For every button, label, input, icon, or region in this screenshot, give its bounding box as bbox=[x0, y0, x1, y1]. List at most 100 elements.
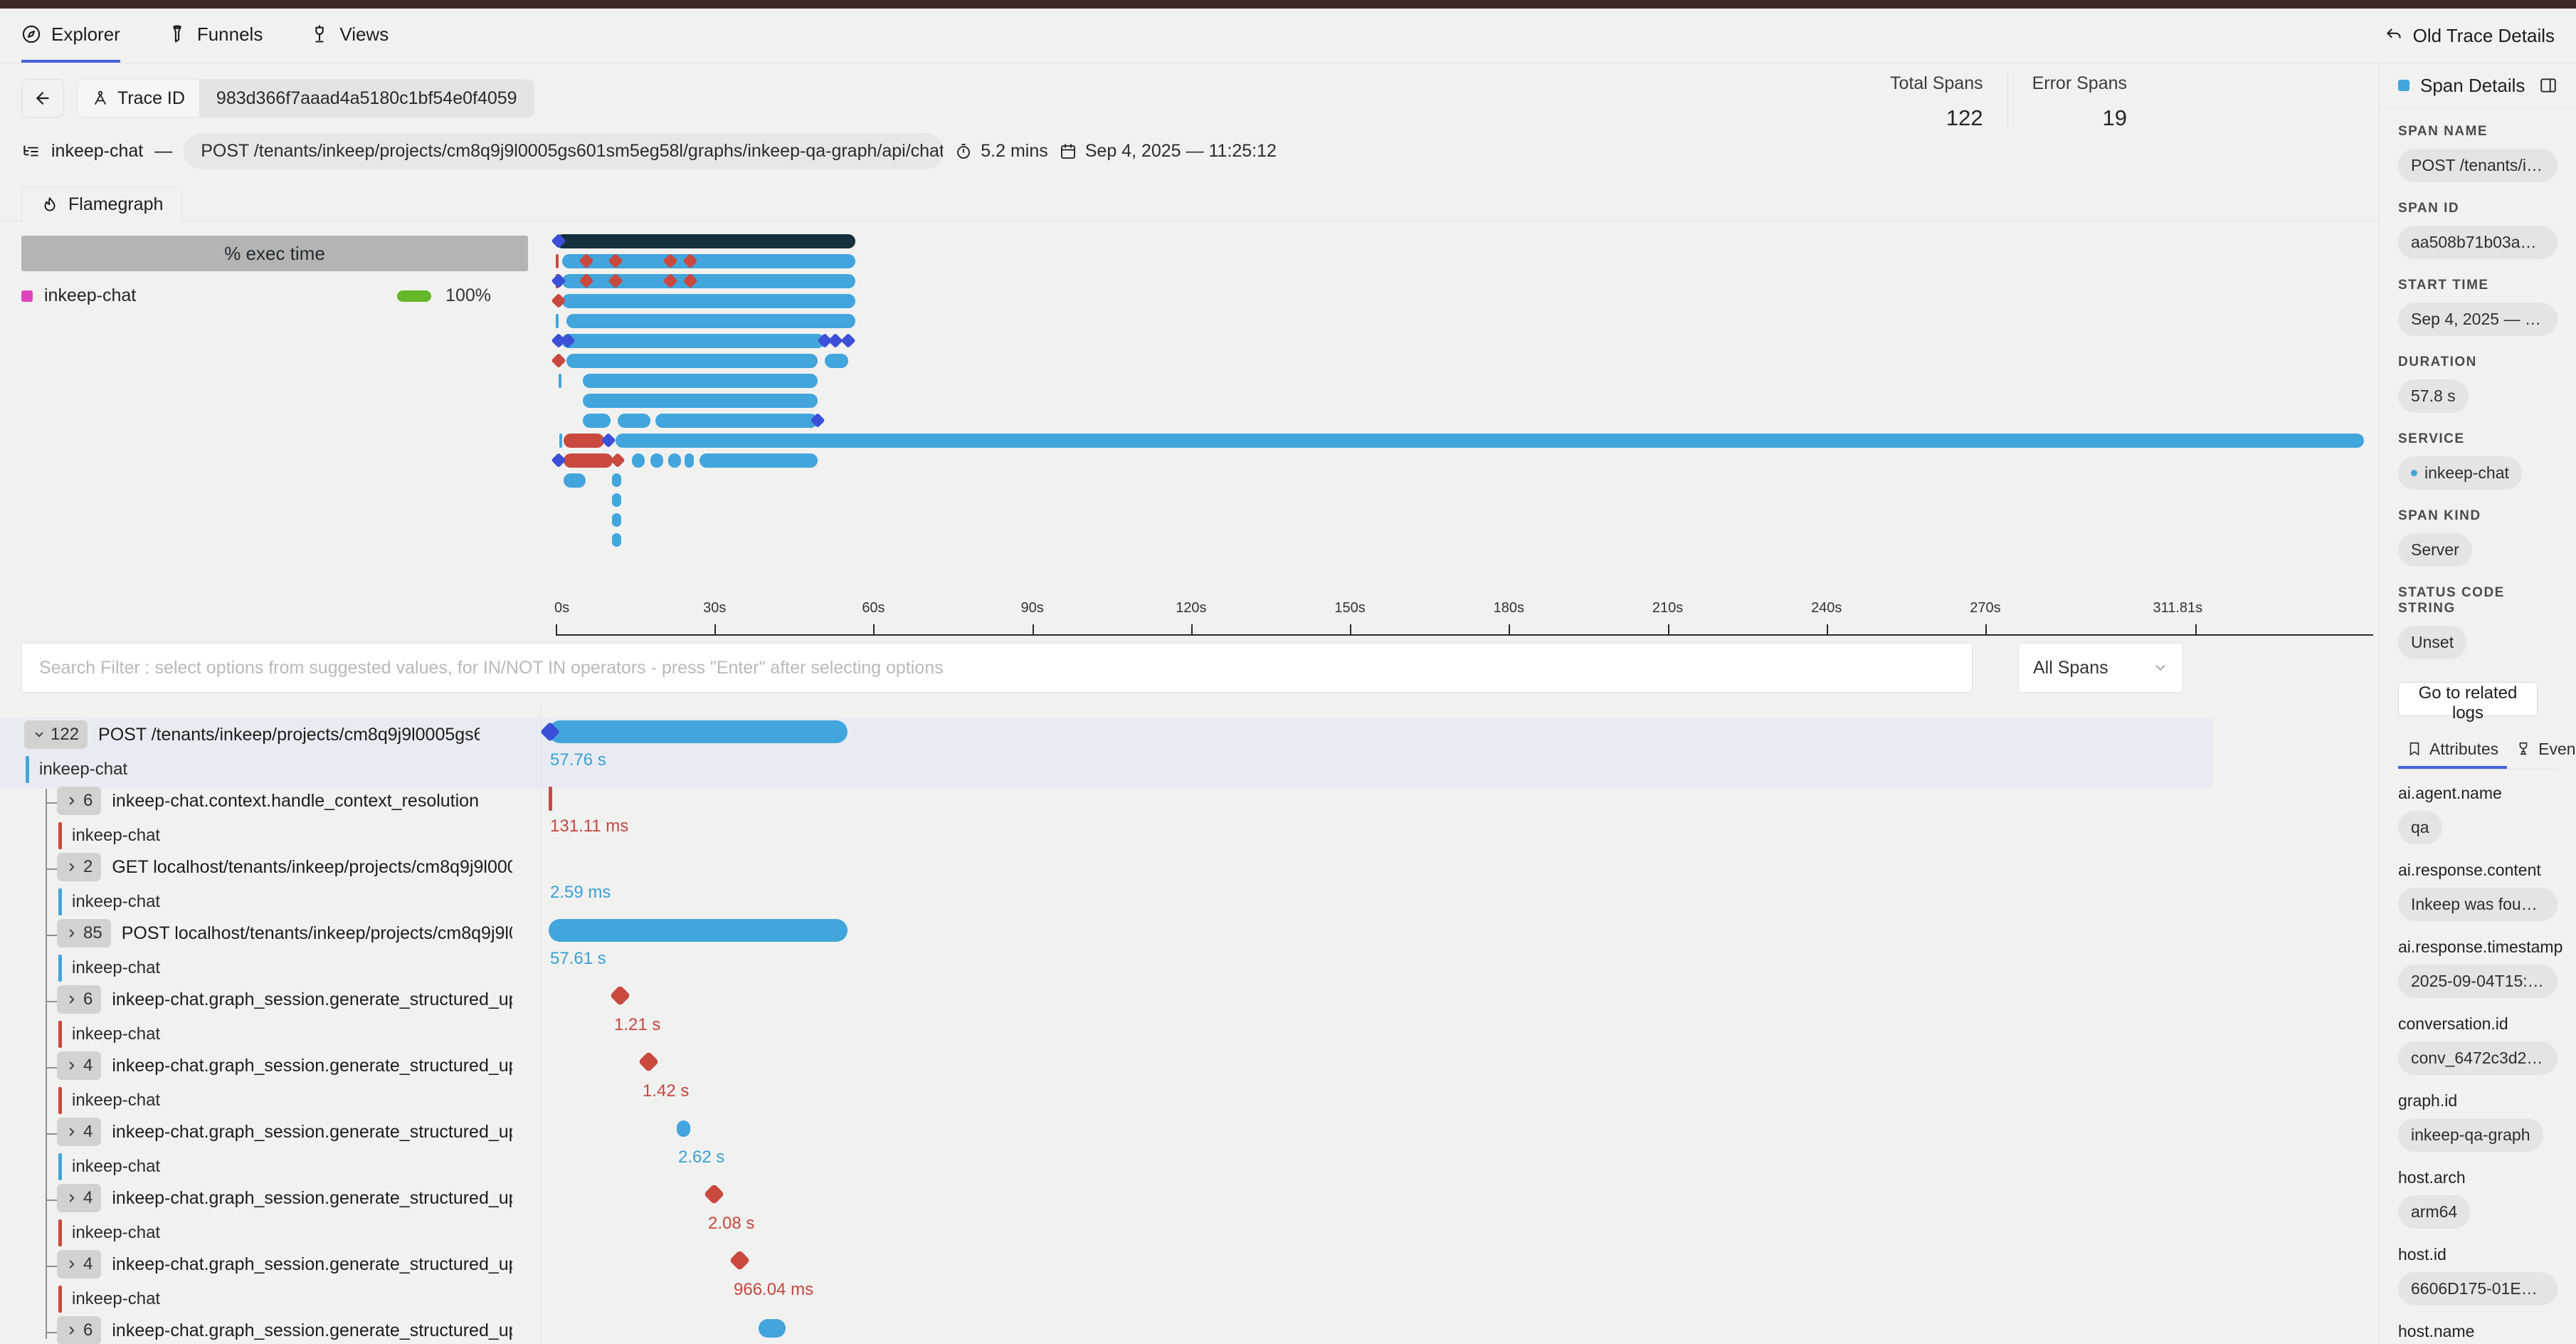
waterfall-cell[interactable]: 57.61 s bbox=[542, 916, 2213, 982]
flamegraph-span-segment[interactable] bbox=[685, 453, 695, 468]
trace-id-value[interactable]: 983d366f7aaad4a5180c1bf54e0f4059 bbox=[199, 79, 534, 117]
flamegraph-span-segment[interactable] bbox=[583, 414, 611, 428]
duration-bar[interactable] bbox=[549, 720, 848, 743]
field-value-chip[interactable]: POST /tenants/inkeep/projects/cm8q9j... bbox=[2398, 149, 2557, 182]
flamegraph-span-segment[interactable] bbox=[583, 374, 818, 388]
span-row[interactable]: 6 inkeep-chat.graph_session.generate_stru… bbox=[0, 1313, 2213, 1344]
waterfall-cell[interactable]: 1.21 s bbox=[542, 982, 2213, 1049]
error-span-diamond[interactable] bbox=[609, 985, 631, 1007]
flamegraph-span-segment[interactable] bbox=[668, 453, 682, 468]
flamegraph-span-segment[interactable] bbox=[566, 354, 818, 368]
panel-toggle-icon[interactable] bbox=[2539, 76, 2557, 95]
attribute-value-chip[interactable]: inkeep-qa-graph bbox=[2398, 1118, 2543, 1152]
flamegraph-span-segment[interactable] bbox=[655, 414, 818, 428]
tab-events[interactable]: Events bbox=[2507, 732, 2576, 769]
field-value-chip[interactable]: Sep 4, 2025 — 11:25:12 bbox=[2398, 303, 2557, 336]
flamegraph-span-segment[interactable] bbox=[564, 453, 613, 468]
tab-funnels[interactable]: Funnels bbox=[167, 9, 263, 63]
expand-badge[interactable]: 6 bbox=[57, 985, 102, 1014]
field-value-chip[interactable]: inkeep-chat bbox=[2398, 456, 2522, 490]
expand-badge[interactable]: 2 bbox=[57, 853, 102, 881]
waterfall-cell[interactable]: 57.76 s bbox=[539, 718, 2213, 784]
duration-pill[interactable] bbox=[759, 1319, 786, 1338]
expand-badge[interactable]: 6 bbox=[57, 787, 102, 815]
attribute-value-chip[interactable]: arm64 bbox=[2398, 1195, 2471, 1229]
flamegraph-row[interactable] bbox=[556, 493, 2373, 508]
flamegraph-span-segment[interactable] bbox=[612, 493, 622, 507]
expand-badge[interactable]: 4 bbox=[57, 1118, 102, 1146]
flamegraph-span-segment[interactable] bbox=[558, 374, 561, 388]
flamegraph-row[interactable] bbox=[551, 293, 2373, 309]
expand-badge[interactable]: 85 bbox=[57, 919, 111, 947]
attribute-value-chip[interactable]: 6606D175-01EC-5723-BF35-42A6486... bbox=[2398, 1272, 2557, 1306]
field-value-chip[interactable]: Server bbox=[2398, 533, 2472, 567]
span-name[interactable]: POST localhost/tenants/inkeep/projects/c… bbox=[121, 923, 512, 943]
span-name[interactable]: inkeep-chat.graph_session.generate_struc… bbox=[112, 1320, 512, 1340]
tab-attributes[interactable]: Attributes bbox=[2398, 732, 2508, 769]
flamegraph-span-segment[interactable] bbox=[824, 354, 849, 368]
flamegraph-row[interactable] bbox=[556, 473, 2373, 488]
error-event-diamond[interactable] bbox=[551, 352, 566, 369]
waterfall-cell[interactable]: 2.08 s bbox=[542, 1181, 2213, 1247]
flamegraph-row[interactable] bbox=[551, 273, 2373, 289]
go-to-related-logs-button[interactable]: Go to related logs bbox=[2398, 682, 2538, 723]
field-value-chip[interactable]: aa508b71b03a02e3 bbox=[2398, 226, 2557, 259]
event-diamond[interactable] bbox=[551, 452, 566, 468]
attribute-value-chip[interactable]: qa bbox=[2398, 811, 2442, 844]
field-value-chip[interactable]: Unset bbox=[2398, 626, 2467, 659]
flamegraph-span-segment[interactable] bbox=[616, 434, 2365, 448]
flamegraph-span-segment[interactable] bbox=[612, 533, 622, 547]
expand-badge[interactable]: 4 bbox=[57, 1250, 102, 1279]
flamegraph-span-segment[interactable] bbox=[632, 453, 645, 468]
span-scope-select[interactable]: All Spans bbox=[2018, 643, 2183, 693]
flamegraph-span-segment[interactable] bbox=[561, 254, 856, 268]
flamegraph-tab[interactable]: Flamegraph bbox=[21, 187, 183, 223]
span-row[interactable]: 2 GET localhost/tenants/inkeep/projects/c… bbox=[0, 850, 2213, 916]
span-name[interactable]: inkeep-chat.graph_session.generate_struc… bbox=[112, 1121, 512, 1142]
span-name[interactable]: inkeep-chat.graph_session.generate_struc… bbox=[112, 1187, 512, 1208]
expand-badge[interactable]: 6 bbox=[57, 1316, 102, 1344]
exec-time-header[interactable]: % exec time bbox=[21, 236, 528, 271]
event-diamond[interactable] bbox=[840, 332, 856, 349]
error-duration-tick[interactable] bbox=[549, 787, 552, 811]
event-diamond[interactable] bbox=[601, 432, 616, 448]
span-row[interactable]: 4 inkeep-chat.graph_session.generate_stru… bbox=[0, 1247, 2213, 1313]
waterfall-cell[interactable]: 4.36 s bbox=[542, 1313, 2213, 1344]
flamegraph-row[interactable] bbox=[556, 253, 2373, 269]
flamegraph-span-segment[interactable] bbox=[612, 513, 622, 527]
span-row[interactable]: 4 inkeep-chat.graph_session.generate_stru… bbox=[0, 1049, 2213, 1115]
flamegraph-row[interactable] bbox=[551, 452, 2373, 468]
error-span-diamond[interactable] bbox=[703, 1183, 725, 1205]
flamegraph-span-segment[interactable] bbox=[583, 394, 818, 408]
span-row[interactable]: 85 POST localhost/tenants/inkeep/projects… bbox=[0, 916, 2213, 982]
span-row[interactable]: 4 inkeep-chat.graph_session.generate_stru… bbox=[0, 1115, 2213, 1181]
span-name[interactable]: inkeep-chat.graph_session.generate_struc… bbox=[112, 989, 512, 1009]
flamegraph-span-segment[interactable] bbox=[561, 294, 856, 308]
error-event-diamond[interactable] bbox=[610, 452, 625, 468]
flamegraph-span-segment[interactable] bbox=[561, 334, 825, 348]
expand-badge[interactable]: 4 bbox=[57, 1051, 102, 1080]
flamegraph-span-segment[interactable] bbox=[617, 414, 650, 428]
flamegraph-span-segment[interactable] bbox=[612, 473, 622, 487]
service-legend-row[interactable]: inkeep-chat 100% bbox=[21, 285, 491, 306]
span-name[interactable]: inkeep-chat.graph_session.generate_struc… bbox=[112, 1055, 512, 1076]
waterfall-cell[interactable]: 966.04 ms bbox=[542, 1247, 2213, 1313]
span-dot[interactable] bbox=[677, 1120, 690, 1137]
flamegraph-row[interactable] bbox=[556, 513, 2373, 527]
attribute-value-chip[interactable]: 2025-09-04T15:26:10.185Z bbox=[2398, 965, 2557, 998]
flamegraph-span-segment[interactable] bbox=[650, 453, 663, 468]
tab-views[interactable]: Views bbox=[310, 9, 389, 63]
flamegraph-span-segment[interactable] bbox=[566, 314, 856, 328]
waterfall-cell[interactable]: 131.11 ms bbox=[542, 784, 2213, 850]
old-trace-details-link[interactable]: Old Trace Details bbox=[2385, 9, 2555, 63]
span-row[interactable]: 4 inkeep-chat.graph_session.generate_stru… bbox=[0, 1181, 2213, 1247]
expand-badge[interactable]: 122 bbox=[24, 720, 88, 749]
flamegraph-row[interactable] bbox=[556, 533, 2373, 547]
search-filter-input[interactable] bbox=[21, 643, 1973, 693]
waterfall-cell[interactable]: 2.59 ms bbox=[542, 850, 2213, 916]
flamegraph-row[interactable] bbox=[551, 233, 2373, 249]
attribute-value-chip[interactable]: conv_6472c3d2n666x4q6 bbox=[2398, 1041, 2557, 1075]
span-name[interactable]: inkeep-chat.graph_session.generate_struc… bbox=[112, 1254, 512, 1274]
flamegraph-span-segment[interactable] bbox=[699, 453, 818, 468]
flamegraph-span-segment[interactable] bbox=[556, 254, 559, 268]
